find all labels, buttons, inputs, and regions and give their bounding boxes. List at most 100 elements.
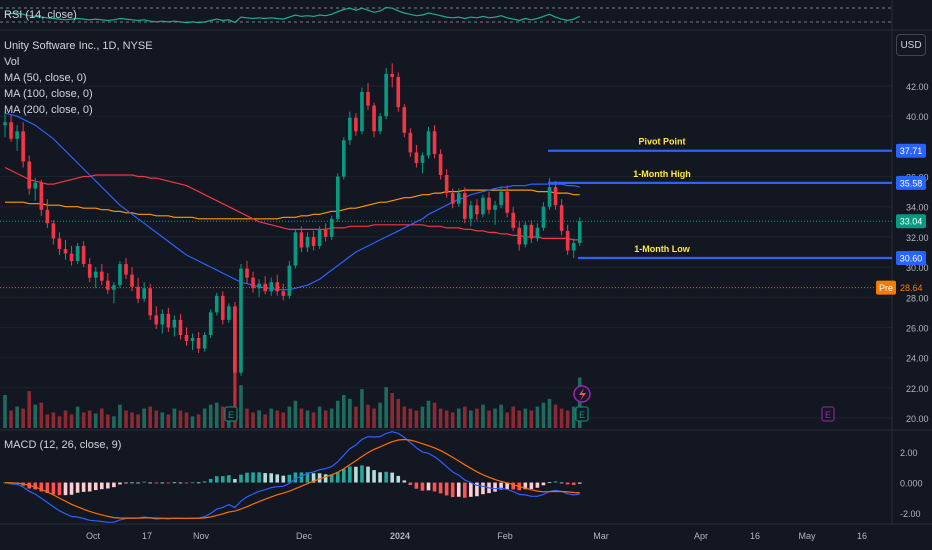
candle-body — [444, 175, 449, 194]
macd-tick-label-0: 2.00 — [900, 448, 918, 458]
volume-bar — [517, 410, 522, 428]
volume-bar — [450, 412, 455, 428]
candle-body — [408, 132, 413, 153]
ma200-legend[interactable]: MA (200, close, 0) — [4, 104, 93, 116]
x-tick-label-6: Mar — [593, 531, 609, 541]
macd-histogram-bar — [239, 474, 243, 483]
earnings-icon — [575, 406, 589, 422]
candle-body — [196, 338, 201, 349]
macd-histogram-bar — [63, 482, 68, 496]
macd-histogram-bar — [257, 472, 261, 483]
candle-body — [221, 295, 225, 320]
volume-bar — [541, 402, 546, 428]
macd-histogram-bar — [396, 475, 401, 483]
candle-body — [214, 295, 219, 313]
macd-histogram-bar — [463, 482, 467, 498]
volume-bar — [100, 408, 104, 428]
candle-body — [15, 131, 19, 139]
candle-body — [505, 191, 509, 213]
macd-histogram-bar — [275, 474, 280, 483]
macd-histogram-bar — [565, 482, 570, 485]
x-tick-label-4: 2024 — [390, 531, 410, 541]
macd-histogram-bar — [577, 482, 582, 484]
volume-bar — [396, 398, 401, 428]
macd-pane — [3, 431, 582, 523]
candle-body — [178, 319, 183, 335]
candle-body — [565, 230, 570, 251]
volume-bar — [27, 391, 31, 428]
candle-body — [27, 161, 31, 189]
earnings-icon — [224, 406, 238, 422]
volume-bar — [9, 410, 13, 428]
macd-histogram-bar — [372, 470, 376, 483]
vol-legend[interactable]: Vol — [4, 56, 20, 68]
volume-bar — [293, 400, 298, 428]
volume-bar — [142, 408, 146, 428]
x-tick-label-0: Oct — [86, 531, 101, 541]
macd-histogram-bar — [184, 482, 189, 484]
y-tick-label-10: 20.00 — [906, 414, 929, 424]
macd-histogram-bar — [547, 482, 552, 484]
premarket-badge-label: Pre — [879, 283, 893, 293]
candle-body — [118, 264, 122, 286]
macd-tick-label-1: 0.000 — [900, 479, 923, 489]
macd-histogram-bar — [511, 482, 515, 490]
rsi-legend[interactable]: RSI (14, close) — [4, 9, 77, 21]
candle-body — [57, 238, 62, 249]
macd-histogram-bar — [402, 480, 407, 483]
volume-bar — [444, 410, 449, 428]
volume-bar — [402, 406, 407, 428]
macd-histogram-bar — [130, 482, 134, 484]
levels: Pivot Point 1-Month High 1-Month Low — [548, 137, 892, 260]
macd-histogram-bar — [317, 473, 322, 483]
macd-histogram-bar — [118, 482, 122, 485]
candle-body — [571, 242, 576, 251]
candle-body — [402, 107, 407, 133]
volume-bar — [81, 412, 86, 428]
macd-histogram-bar — [408, 482, 413, 485]
volume-bar — [136, 414, 140, 428]
volume-bar — [360, 389, 364, 428]
candle-body — [239, 268, 243, 373]
candle-body — [354, 117, 358, 132]
macd-histogram-bar — [148, 482, 152, 484]
volume-bar — [190, 416, 195, 428]
candle-body — [335, 176, 340, 219]
candle-body — [148, 288, 152, 316]
price-axis: 42.0040.0036.0034.0032.0030.0028.0026.00… — [876, 82, 929, 519]
candle-body — [450, 193, 455, 204]
ma50-legend[interactable]: MA (50, close, 0) — [4, 72, 87, 84]
macd-histogram-bar — [432, 482, 437, 492]
level-tag-2 — [896, 251, 926, 266]
volume-bar — [178, 410, 183, 428]
volume-bar — [196, 414, 201, 428]
volume-bar — [420, 406, 425, 428]
volume-bar — [317, 406, 322, 428]
candle-body — [227, 306, 231, 320]
volume-bar — [487, 410, 491, 428]
candle-body — [463, 193, 467, 219]
volume-bar — [481, 404, 485, 428]
volume-bar — [390, 393, 394, 428]
macd-histogram-bar — [505, 482, 509, 490]
last-price-tag — [896, 214, 926, 229]
macd-histogram-bar — [287, 474, 292, 483]
symbol-legend[interactable]: Unity Software Inc., 1D, NYSE — [4, 40, 153, 52]
ma100-legend[interactable]: MA (100, close, 0) — [4, 88, 93, 100]
macd-histogram-bar — [106, 482, 110, 489]
macd-histogram-bar — [438, 482, 443, 494]
moving-averages — [4, 112, 580, 291]
x-tick-label-3: Dec — [296, 531, 313, 541]
macd-histogram-bar — [329, 474, 334, 483]
y-tick-label-6: 28.00 — [906, 293, 929, 303]
candle-body — [323, 229, 328, 237]
volume-bar — [33, 404, 38, 428]
macd-legend[interactable]: MACD (12, 26, close, 9) — [4, 439, 122, 451]
candle-body — [432, 131, 437, 154]
macd-line — [4, 431, 580, 523]
candle-body — [456, 193, 461, 204]
macd-histogram-bar — [93, 482, 98, 491]
currency-button[interactable]: USD — [896, 34, 926, 56]
